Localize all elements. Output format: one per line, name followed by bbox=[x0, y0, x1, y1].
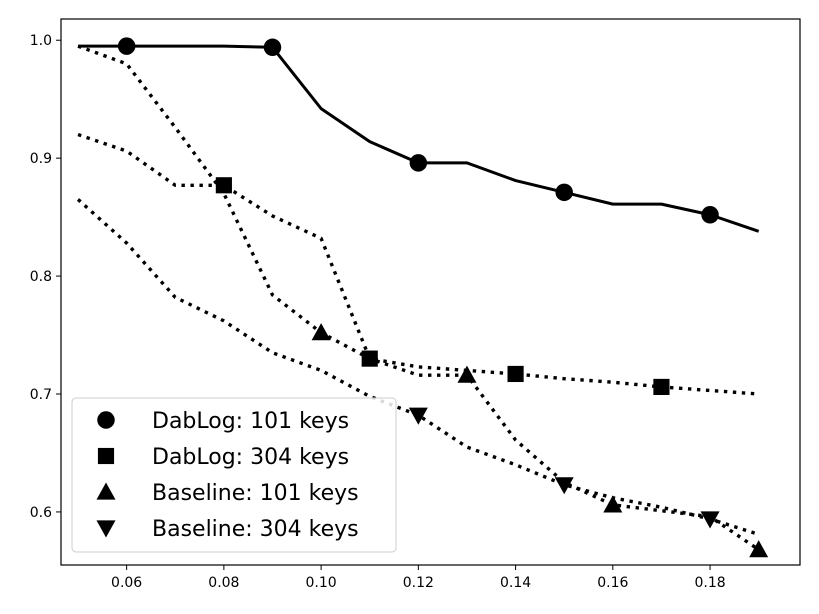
legend-item: DabLog: 304 keys bbox=[97, 445, 349, 470]
legend-marker bbox=[96, 520, 116, 538]
axis-layer: 0.06 0.08 0.10 0.12 0.14 0.16 0.18 0.6 0.7 0.8 0.9… bbox=[30, 33, 726, 591]
series-4 bbox=[76, 198, 760, 536]
legend-item: Baseline: 101 keys bbox=[96, 481, 359, 506]
series-line bbox=[77, 132, 759, 396]
y-tick-label: 0.9 bbox=[30, 151, 52, 167]
data-point bbox=[603, 495, 623, 513]
series-3 bbox=[77, 44, 769, 558]
legend-label: Baseline: 101 keys bbox=[152, 481, 359, 506]
x-tick-label: 0.12 bbox=[403, 575, 434, 591]
legend-label: Baseline: 304 keys bbox=[152, 517, 359, 542]
legend-box bbox=[71, 397, 397, 553]
y-tick-label: 0.8 bbox=[30, 269, 52, 285]
series-layer bbox=[76, 37, 769, 558]
series-1 bbox=[78, 37, 760, 233]
data-point bbox=[749, 540, 769, 558]
legend: DabLog: 101 keys DabLog: 304 keys Baseline… bbox=[71, 397, 397, 553]
data-point bbox=[215, 177, 232, 194]
data-point bbox=[457, 365, 477, 383]
x-tick-label: 0.10 bbox=[306, 575, 337, 591]
legend-label: DabLog: 304 keys bbox=[152, 445, 349, 470]
x-tick-label: 0.14 bbox=[500, 575, 531, 591]
y-tick-label: 1.0 bbox=[30, 33, 52, 49]
data-point bbox=[507, 365, 524, 383]
data-point bbox=[555, 183, 573, 202]
x-tick-label: 0.16 bbox=[597, 575, 628, 591]
data-point bbox=[700, 511, 720, 529]
legend-marker bbox=[97, 447, 115, 465]
data-point bbox=[409, 154, 428, 172]
legend-item: DabLog: 101 keys bbox=[97, 409, 349, 434]
legend-marker bbox=[96, 482, 116, 500]
series-line bbox=[77, 44, 760, 552]
data-point bbox=[408, 407, 428, 425]
x-tick-label: 0.18 bbox=[694, 575, 725, 591]
legend-item: Baseline: 304 keys bbox=[96, 517, 359, 542]
x-tick-label: 0.06 bbox=[111, 575, 142, 591]
data-point bbox=[653, 378, 670, 396]
legend-label: DabLog: 101 keys bbox=[152, 409, 349, 434]
y-tick-label: 0.7 bbox=[30, 387, 52, 403]
series-line bbox=[76, 198, 760, 536]
x-tick-label: 0.08 bbox=[208, 575, 239, 591]
data-point bbox=[117, 37, 136, 55]
data-point bbox=[311, 323, 331, 341]
plot-frame bbox=[60, 18, 801, 566]
y-tick-label: 0.6 bbox=[30, 505, 52, 521]
legend-marker bbox=[97, 411, 115, 429]
data-point bbox=[263, 38, 282, 57]
data-point bbox=[701, 206, 719, 224]
data-point bbox=[554, 477, 574, 495]
